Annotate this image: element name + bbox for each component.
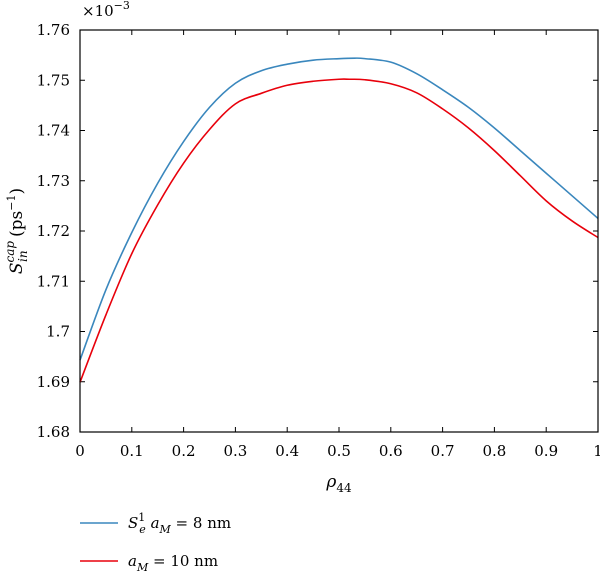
y-tick-label: 1.72 (37, 222, 70, 240)
ticks-layer (79, 29, 599, 433)
y-tick-label: 1.76 (37, 21, 70, 39)
y-label-unit: (ps (7, 211, 27, 243)
y-tick-label: 1.74 (37, 122, 70, 140)
x-tick-label: 0.5 (327, 442, 351, 460)
legend-symbol-s: S (128, 514, 138, 532)
y-label-unit-exponent: −1 (5, 194, 18, 210)
y-tick-label: 1.71 (37, 272, 70, 290)
y-label-subscript: in (16, 250, 30, 262)
x-tick-label: 0.3 (223, 442, 247, 460)
x-tick-label: 0.9 (534, 442, 558, 460)
legend-symbol-sub: e (139, 523, 146, 536)
y-tick-label: 1.75 (37, 71, 70, 89)
x-tick-label: 0 (75, 442, 85, 460)
x-axis-label: ρ44 (325, 472, 352, 495)
series-line-1 (79, 57, 599, 361)
multiplier-exponent: −3 (114, 0, 130, 12)
legend-symbol-a-sub: M (159, 523, 172, 536)
legend-symbol-sup: 1 (138, 511, 145, 524)
x-label-symbol: ρ (325, 472, 336, 492)
y-label-symbol: S (7, 263, 27, 275)
x-tick-label: 0.1 (120, 442, 144, 460)
x-tick-label: 0.7 (431, 442, 455, 460)
x-tick-label: 0.2 (172, 442, 196, 460)
legend-symbol-a-sub: M (136, 561, 149, 572)
x-tick-label: 1 (593, 442, 600, 460)
legend-label-1: S1 e aM = 8 nm (128, 511, 231, 536)
labels-layer: 0 0.1 0.2 0.3 0.4 0.5 0.6 0.7 0.8 0.9 1 1.68 1.69 1.7… (3, 0, 600, 495)
y-tick-label: 1.7 (46, 323, 70, 341)
series-layer (79, 57, 599, 383)
y-label-superscript: cap (3, 241, 17, 263)
plot-frame (79, 29, 599, 433)
legend-symbol-a: a (128, 552, 137, 570)
legend-value: = 8 nm (171, 514, 231, 532)
legend-label-2: aM = 10 nm (128, 552, 218, 572)
y-tick-label: 1.73 (37, 172, 70, 190)
y-axis-label: Scapin (ps−1) (3, 188, 30, 274)
y-tick-label: 1.69 (37, 373, 70, 391)
x-tick-label: 0.8 (482, 442, 506, 460)
x-tick-label: 0.6 (379, 442, 403, 460)
x-tick-label: 0.4 (275, 442, 299, 460)
legend-symbol-a: a (146, 514, 160, 532)
y-tick-label: 1.68 (37, 423, 70, 441)
x-label-subscript: 44 (336, 481, 352, 495)
y-label-unit-close: ) (7, 188, 27, 195)
multiplier-base: ×10 (82, 2, 114, 20)
legend-value: = 10 nm (148, 552, 218, 570)
y-axis-multiplier: ×10−3 (82, 0, 130, 20)
series-line-2 (79, 78, 599, 383)
